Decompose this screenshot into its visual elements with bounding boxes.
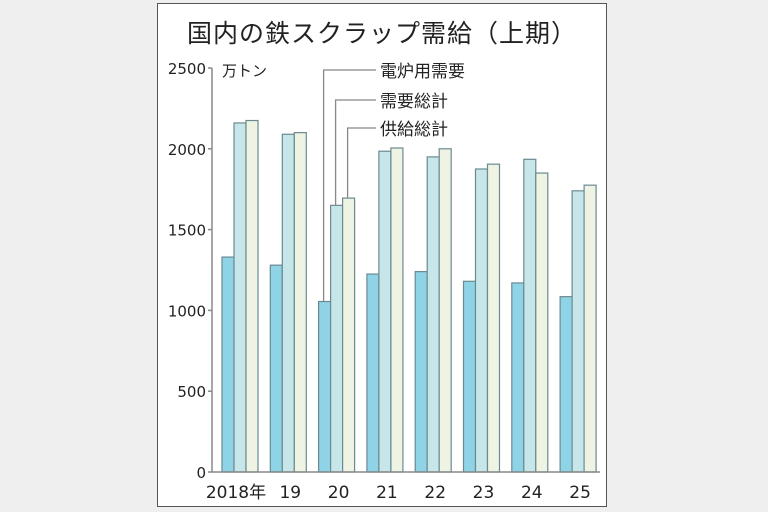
bar-total_demand <box>330 204 344 473</box>
x-category-label: 23 <box>473 483 495 503</box>
y-axis: 0 500 1000 1500 2000 2500 <box>168 60 213 482</box>
legend-leader-line-total_demand <box>334 99 376 206</box>
bar-total_supply <box>583 184 597 473</box>
bar-total_demand <box>474 168 489 473</box>
x-category-label: 19 <box>279 483 301 503</box>
x-category-label: 22 <box>424 483 446 503</box>
bar-total_supply <box>342 197 356 473</box>
bar-total_supply <box>486 163 501 473</box>
bar-group-0 <box>221 119 259 473</box>
bar-total_demand <box>571 190 585 473</box>
bar-total_demand <box>281 133 295 473</box>
x-category-label: 24 <box>521 483 543 503</box>
bar-total_supply <box>293 132 307 473</box>
y-tick-label: 500 <box>177 383 206 401</box>
bar-group-4 <box>414 148 452 473</box>
bar-eaf_demand <box>511 282 525 473</box>
y-tick-label: 2000 <box>168 141 206 159</box>
bar-total_demand <box>378 150 392 473</box>
bar-total_demand <box>426 156 440 473</box>
bar-total_supply <box>535 172 549 473</box>
bar-group-7 <box>559 184 597 473</box>
bar-total_supply <box>438 148 452 473</box>
bar-eaf_demand <box>559 296 573 473</box>
y-tick-label: 2500 <box>168 60 206 78</box>
chart-title: 国内の鉄スクラップ需給（上期） <box>186 19 577 48</box>
bar-eaf_demand <box>318 300 332 473</box>
bar-eaf_demand <box>462 280 477 473</box>
legend-leader-line-total_supply <box>346 127 376 199</box>
unit-label: 万トン <box>222 62 267 80</box>
bar-eaf_demand <box>366 273 380 473</box>
bar-group-3 <box>366 147 404 473</box>
legend-label-total_supply: 供給総計 <box>380 120 448 140</box>
bar-total_demand <box>233 122 247 473</box>
bar-total_supply <box>390 147 404 473</box>
bars <box>221 119 597 473</box>
y-tick-label: 0 <box>196 464 206 482</box>
x-category-label: 2018年 <box>206 483 266 503</box>
bar-eaf_demand <box>414 271 428 473</box>
bar-total_supply <box>245 119 259 473</box>
legend-label-eaf_demand: 電炉用需要 <box>380 62 465 82</box>
bar-total_demand <box>523 158 537 473</box>
bar-group-6 <box>511 158 549 473</box>
bar-group-5 <box>462 163 501 473</box>
legend-leader-line-eaf_demand <box>322 69 376 302</box>
y-tick-label: 1000 <box>168 302 206 320</box>
y-tick-label: 1500 <box>168 222 206 240</box>
bar-eaf_demand <box>269 264 283 473</box>
x-category-label: 20 <box>328 483 350 503</box>
bar-group-1 <box>269 132 307 473</box>
x-category-label: 25 <box>569 483 591 503</box>
x-category-label: 21 <box>376 483 398 503</box>
bar-eaf_demand <box>221 256 235 473</box>
bar-group-2 <box>318 197 356 473</box>
legend-label-total_demand: 需要総計 <box>380 92 448 112</box>
x-axis: 2018年 19 20 21 22 23 24 25 <box>206 471 600 503</box>
